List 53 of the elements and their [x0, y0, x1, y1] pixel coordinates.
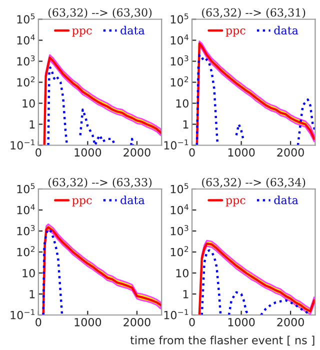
- y-tick-label: 10$^{4}$: [170, 34, 188, 45]
- x-tick-label: 1000: [228, 318, 255, 326]
- legend-label: data: [120, 26, 145, 35]
- x-tick-label: 0: [189, 318, 195, 326]
- y-tick-label: 10$^{2}$: [170, 76, 188, 87]
- y-tick-label: 10: [176, 99, 188, 108]
- y-tick-label: 10$^{5}$: [17, 13, 35, 24]
- chart-title: (63,32) --> (63,33): [48, 178, 152, 188]
- text: ppc: [226, 198, 246, 206]
- y-tick-label: 10: [176, 268, 188, 278]
- x-tick-label: 0: [36, 318, 42, 326]
- y-tick-label: 10$^{5}$: [17, 183, 35, 194]
- y-tick-label: 10: [22, 268, 35, 278]
- y-tick-label: 10$^{2}$: [17, 246, 34, 256]
- y-tick-label: 10$^{−1}$: [10, 309, 35, 320]
- y-tick-label: 1: [30, 290, 35, 298]
- y-tick-label: 10$^{−1}$: [10, 139, 35, 150]
- chart-title: (63,32) --> (63,34): [202, 178, 306, 188]
- y-tick-label: 10$^{5}$: [170, 13, 188, 24]
- x-axis-title: time from the flasher event [ ns ]: [130, 336, 314, 346]
- y-tick-label: 10$^{3}$: [170, 225, 188, 236]
- y-tick-label: 10$^{3}$: [170, 55, 188, 66]
- x-tick-label: 2000: [124, 148, 150, 157]
- x-tick-label: 0: [36, 148, 42, 157]
- y-tick-label: 10$^{3}$: [17, 55, 35, 66]
- x-tick-label: 2000: [277, 318, 304, 326]
- y-tick-label: 10$^{2}$: [17, 76, 34, 87]
- legend-label: ppc: [72, 28, 92, 37]
- x-tick-label: 2000: [277, 148, 304, 157]
- y-tick-label: 10$^{4}$: [17, 34, 35, 45]
- y-tick-label: 10$^{4}$: [17, 204, 35, 214]
- y-tick-label: 1: [183, 290, 188, 298]
- legend-label: data: [120, 196, 145, 204]
- y-tick-label: 1: [30, 120, 35, 128]
- y-tick-label: 10$^{2}$: [170, 246, 188, 256]
- y-tick-label: 10$^{3}$: [17, 225, 35, 236]
- legend-label: data: [274, 26, 298, 35]
- y-tick-label: 10$^{−1}$: [164, 139, 188, 150]
- legend-label: ppc: [72, 198, 92, 206]
- x-tick-label: 2000: [124, 318, 150, 326]
- x-tick-label: 1000: [74, 318, 102, 326]
- x-tick-label: 1000: [228, 148, 255, 157]
- x-tick-label: 0: [189, 148, 195, 157]
- chart-title: (63,32) --> (63,30): [48, 8, 152, 18]
- y-tick-label: 10$^{4}$: [170, 204, 188, 214]
- text: ppc: [226, 28, 246, 37]
- y-tick-label: 10$^{5}$: [170, 183, 188, 194]
- y-tick-label: 10: [22, 99, 35, 108]
- y-tick-label: 10$^{−1}$: [164, 309, 188, 320]
- chart-title: (63,32) --> (63,31): [202, 8, 306, 18]
- x-tick-label: 1000: [74, 148, 102, 157]
- legend-label: data: [274, 196, 298, 204]
- y-tick-label: 1: [183, 120, 188, 128]
